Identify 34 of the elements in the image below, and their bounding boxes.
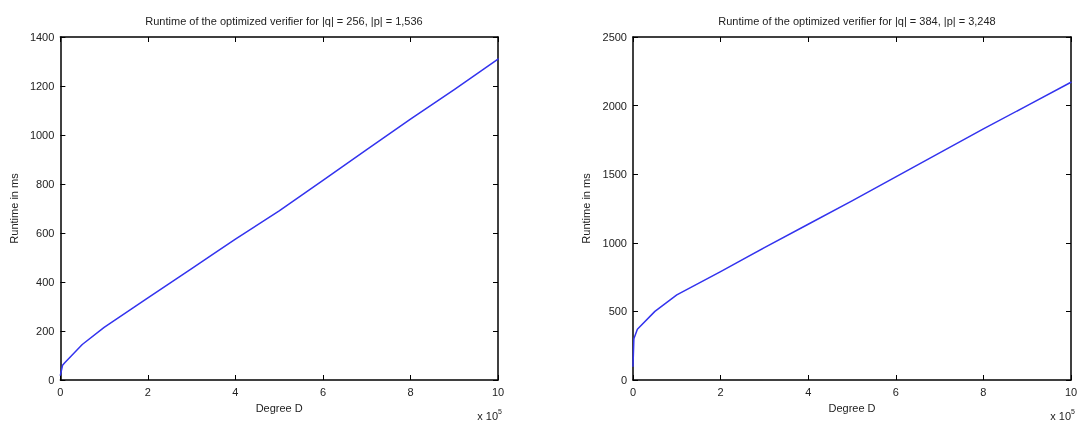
x-tick-label: 0 (629, 385, 637, 398)
y-tick-label: 1000 (29, 129, 55, 141)
y-tick-label: 1200 (29, 80, 55, 92)
y-tick-label: 0 (620, 374, 627, 386)
y-tick-label: 400 (36, 276, 55, 288)
y-tick-label: 1500 (602, 168, 627, 181)
chart-title: Runtime of the optimized verifier for |q| = 256, |p| = 1,536 (145, 14, 423, 27)
y-tick-label: 2500 (602, 31, 627, 43)
y-tick-label: 2000 (602, 99, 627, 112)
line-series (632, 81, 1072, 368)
y-tick-label: 1000 (602, 236, 627, 249)
y-axis-title: Runtime in ms (7, 172, 20, 244)
x-tick-label: 10 (491, 385, 505, 398)
x-tick-label: 8 (407, 385, 414, 398)
y-tick-label: 500 (608, 305, 627, 318)
y-tick-label: 800 (36, 178, 55, 190)
x-tick-label: 6 (892, 385, 899, 398)
line-series (59, 58, 499, 376)
chart-title: Runtime of the optimized verifier for |q| = 384, |p| = 3,248 (718, 14, 996, 27)
x-tick-label: 2 (144, 385, 151, 398)
y-tick-label: 200 (36, 325, 55, 337)
x-tick-label: 2 (717, 385, 724, 398)
y-tick-label: 0 (48, 374, 55, 386)
x-tick-label: 10 (1064, 385, 1078, 398)
x-tick-label: 4 (805, 385, 812, 398)
y-tick-label: 600 (36, 227, 55, 239)
x-tick-label: 8 (980, 385, 987, 398)
y-axis-title: Runtime in ms (580, 172, 593, 244)
x-tick-label: 4 (232, 385, 239, 398)
x-tick-label: 0 (57, 385, 64, 398)
x-tick-label: 6 (319, 385, 327, 398)
y-tick-label: 1400 (29, 31, 55, 43)
x-axis-title: Degree D (828, 401, 876, 414)
x-axis-title: Degree D (255, 401, 303, 414)
